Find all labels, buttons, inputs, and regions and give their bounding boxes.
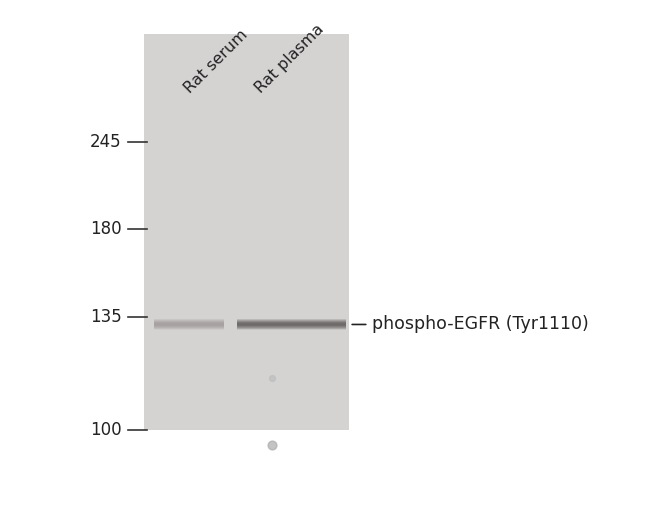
Point [267, 374, 278, 383]
Text: Rat serum: Rat serum [181, 27, 251, 96]
Text: 245: 245 [90, 133, 122, 151]
Text: phospho-EGFR (Tyr1110): phospho-EGFR (Tyr1110) [372, 316, 588, 333]
Text: Rat plasma: Rat plasma [252, 22, 326, 96]
Text: 100: 100 [90, 421, 122, 439]
Point [267, 441, 278, 449]
Text: 180: 180 [90, 220, 122, 238]
Bar [144, 34, 349, 430]
Text: 135: 135 [90, 308, 122, 326]
